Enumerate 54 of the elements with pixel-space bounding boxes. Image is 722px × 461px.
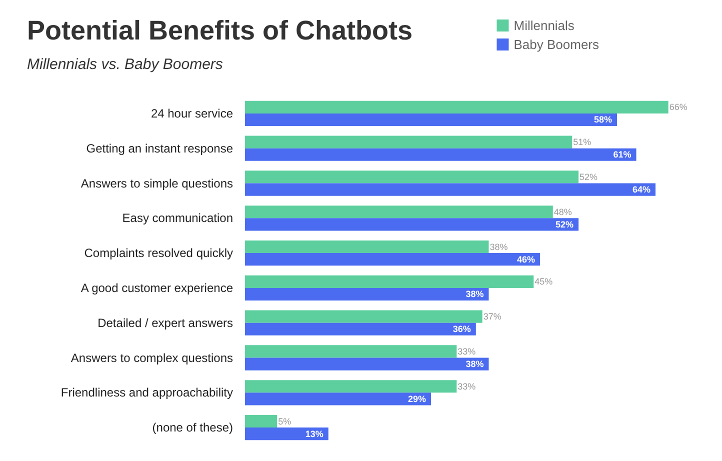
bar <box>245 322 476 336</box>
y-tick-label: Easy communication <box>122 211 233 226</box>
bar <box>245 380 457 393</box>
bar <box>245 428 328 440</box>
y-tick-label: (none of these) <box>152 420 234 435</box>
data-label: 33% <box>458 381 476 392</box>
chart-title: Potential Benefits of Chatbots <box>27 16 413 46</box>
data-label: 37% <box>483 312 502 322</box>
data-label: 45% <box>534 276 553 287</box>
data-label: 61% <box>613 150 632 160</box>
data-label: 33% <box>458 346 476 356</box>
data-label: 38% <box>490 242 508 252</box>
legend-label: Millennials <box>514 18 575 33</box>
data-label: 58% <box>594 114 612 125</box>
data-label: 66% <box>669 102 688 112</box>
bar <box>245 113 618 126</box>
y-tick-label: Complaints resolved quickly <box>84 246 233 260</box>
bar <box>245 170 579 184</box>
data-label: 38% <box>466 289 484 300</box>
bar <box>245 310 482 323</box>
bar <box>245 148 636 161</box>
data-label: 64% <box>632 184 651 195</box>
y-tick-label: Getting an instant response <box>86 141 234 156</box>
y-tick-label: Detailed / expert answers <box>98 316 233 330</box>
y-tick-label: A good customer experience <box>80 280 234 295</box>
data-label: 13% <box>305 428 324 439</box>
data-label: 5% <box>278 416 292 426</box>
data-label: 38% <box>466 359 484 370</box>
bar <box>245 358 489 370</box>
bar <box>245 392 432 406</box>
data-label: 46% <box>517 254 536 264</box>
text: Millennials vs. Baby Boomers <box>27 56 224 73</box>
data-label: 36% <box>452 324 471 334</box>
data-label: 51% <box>573 137 592 148</box>
data-label: 29% <box>408 394 426 404</box>
y-tick-label: Friendliness and approachability <box>60 386 233 400</box>
bar <box>245 414 278 428</box>
bar <box>245 100 668 114</box>
y-tick-label: 24 hour service <box>150 106 234 120</box>
y-tick-label: Answers to complex questions <box>70 350 233 365</box>
bar <box>245 183 656 196</box>
data-label: 52% <box>580 172 598 182</box>
bar <box>245 288 489 301</box>
bar <box>245 253 540 266</box>
data-label: 52% <box>556 219 574 230</box>
bar <box>245 275 534 288</box>
legend-label: Baby Boomers <box>514 37 600 52</box>
bar <box>245 240 489 254</box>
y-tick-label: Answers to simple questions <box>80 176 233 190</box>
data-label: 48% <box>554 206 572 217</box>
bar <box>245 345 457 358</box>
bar <box>245 136 572 148</box>
bar <box>245 218 579 231</box>
bar <box>245 206 553 218</box>
